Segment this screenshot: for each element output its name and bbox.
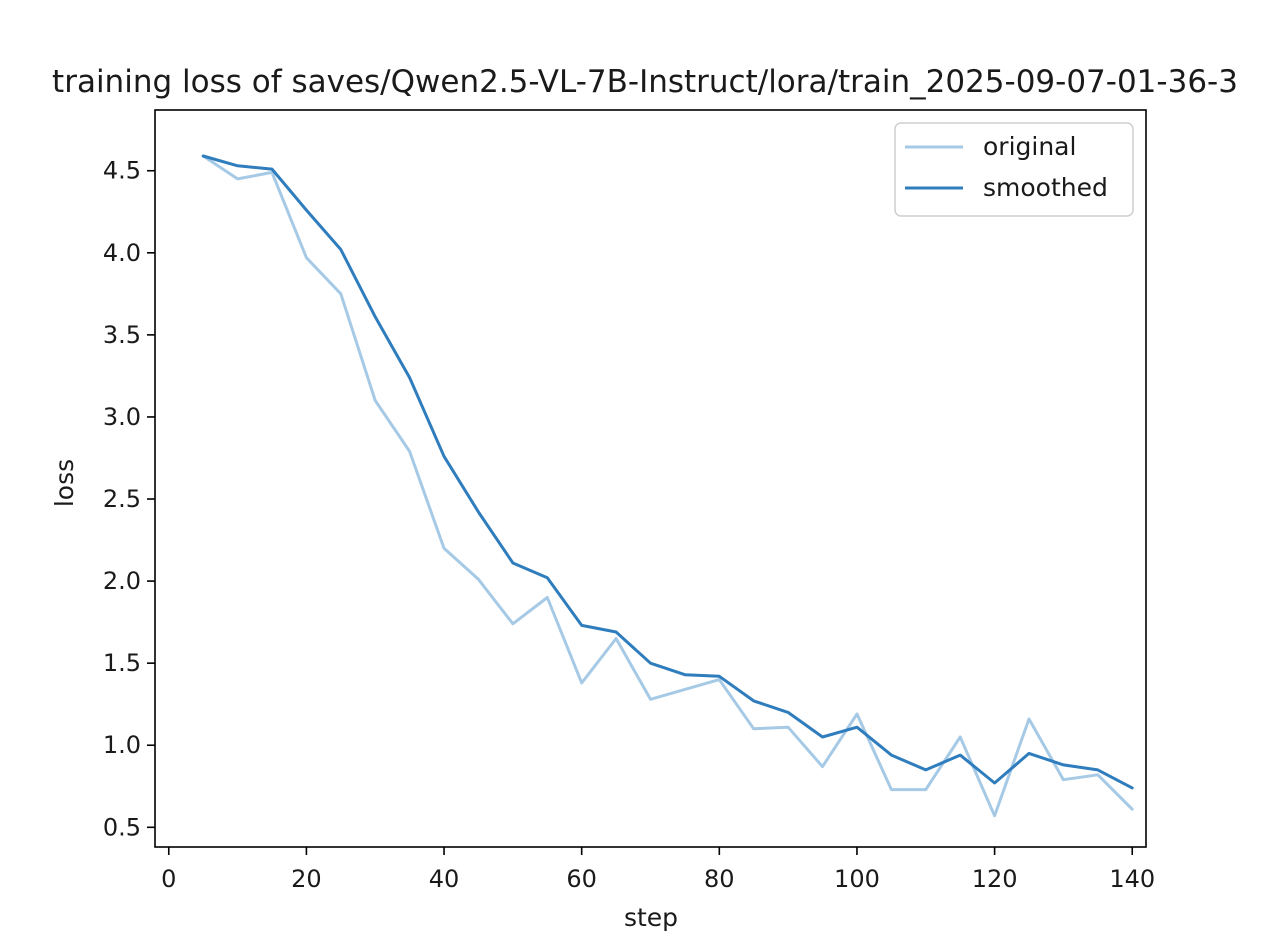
axes-frame — [154, 109, 1147, 848]
y-tick-label: 0.5 — [103, 813, 141, 841]
x-tick-label: 60 — [566, 865, 597, 893]
series-line-original — [201, 154, 1134, 818]
x-tick-label: 0 — [161, 865, 176, 893]
x-tick-label: 100 — [834, 865, 880, 893]
y-tick-label: 2.0 — [103, 567, 141, 595]
x-axis: 0 20 40 60 80 100 120 140 — [161, 847, 1155, 893]
y-axis-label: loss — [50, 459, 79, 507]
series-line-smoothed — [201, 154, 1134, 790]
x-tick-label: 140 — [1109, 865, 1155, 893]
y-tick-label: 3.0 — [103, 403, 141, 431]
x-tick-label: 120 — [972, 865, 1018, 893]
x-tick-label: 80 — [704, 865, 735, 893]
series-layer — [201, 154, 1134, 818]
legend: original smoothed — [894, 122, 1134, 217]
legend-label-original: original — [983, 132, 1076, 161]
y-tick-label: 1.5 — [103, 649, 141, 677]
plot-area: 0.5 1.0 1.5 2.0 2.5 3.0 3.5 4.0 4.5 0 20 40 60 80 100… — [103, 109, 1155, 893]
x-tick-label: 40 — [429, 865, 460, 893]
legend-label-smoothed: smoothed — [983, 173, 1108, 202]
y-tick-label: 4.0 — [103, 239, 141, 267]
y-tick-label: 3.5 — [103, 321, 141, 349]
x-axis-label: step — [624, 903, 678, 932]
y-tick-label: 4.5 — [103, 157, 141, 185]
y-axis: 0.5 1.0 1.5 2.0 2.5 3.0 3.5 4.0 4.5 — [103, 157, 155, 841]
y-tick-label: 1.0 — [103, 731, 141, 759]
x-tick-label: 20 — [291, 865, 322, 893]
chart-title: training loss of saves/Qwen2.5-VL-7B-Ins… — [52, 64, 1238, 100]
y-tick-label: 2.5 — [103, 485, 141, 513]
